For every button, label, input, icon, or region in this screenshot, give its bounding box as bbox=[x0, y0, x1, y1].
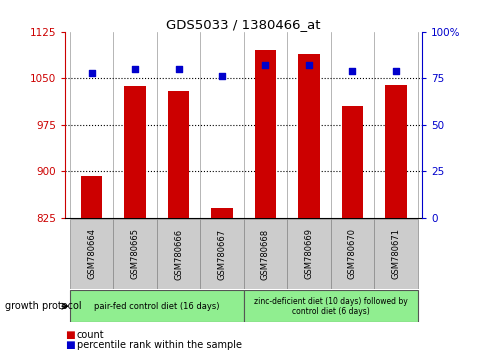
Point bbox=[174, 66, 182, 72]
Bar bbox=[70, 290, 243, 322]
Point bbox=[391, 68, 399, 74]
Bar bbox=[211, 209, 232, 218]
Text: GSM780665: GSM780665 bbox=[130, 228, 139, 280]
Bar bbox=[156, 219, 200, 289]
Text: GSM780670: GSM780670 bbox=[347, 228, 356, 280]
Point bbox=[348, 68, 356, 74]
Point bbox=[261, 62, 269, 68]
Bar bbox=[254, 50, 276, 218]
Text: count: count bbox=[76, 330, 104, 339]
Bar bbox=[287, 219, 330, 289]
Bar bbox=[124, 86, 146, 218]
Bar bbox=[341, 106, 363, 218]
Text: zinc-deficient diet (10 days) followed by
control diet (6 days): zinc-deficient diet (10 days) followed b… bbox=[253, 297, 407, 316]
Text: pair-fed control diet (16 days): pair-fed control diet (16 days) bbox=[94, 302, 219, 311]
Text: growth protocol: growth protocol bbox=[5, 301, 81, 311]
Text: ■: ■ bbox=[65, 330, 75, 339]
Point bbox=[131, 66, 138, 72]
Text: GSM780667: GSM780667 bbox=[217, 228, 226, 280]
Point bbox=[88, 70, 95, 76]
Bar bbox=[167, 91, 189, 218]
Bar bbox=[200, 219, 243, 289]
Text: GSM780669: GSM780669 bbox=[304, 228, 313, 280]
Text: ■: ■ bbox=[65, 340, 75, 350]
Bar bbox=[113, 219, 156, 289]
Point bbox=[304, 62, 312, 68]
Text: GSM780664: GSM780664 bbox=[87, 228, 96, 280]
Bar bbox=[80, 176, 102, 218]
Text: GSM780666: GSM780666 bbox=[174, 228, 182, 280]
Bar bbox=[330, 219, 373, 289]
Bar bbox=[243, 290, 417, 322]
Bar bbox=[298, 53, 319, 218]
Bar bbox=[243, 219, 287, 289]
Point bbox=[218, 74, 226, 79]
Text: GSM780668: GSM780668 bbox=[260, 228, 270, 280]
Text: GSM780671: GSM780671 bbox=[391, 228, 399, 280]
Bar bbox=[373, 219, 417, 289]
Title: GDS5033 / 1380466_at: GDS5033 / 1380466_at bbox=[166, 18, 320, 31]
Bar bbox=[70, 219, 113, 289]
Text: percentile rank within the sample: percentile rank within the sample bbox=[76, 340, 241, 350]
Bar bbox=[384, 85, 406, 218]
